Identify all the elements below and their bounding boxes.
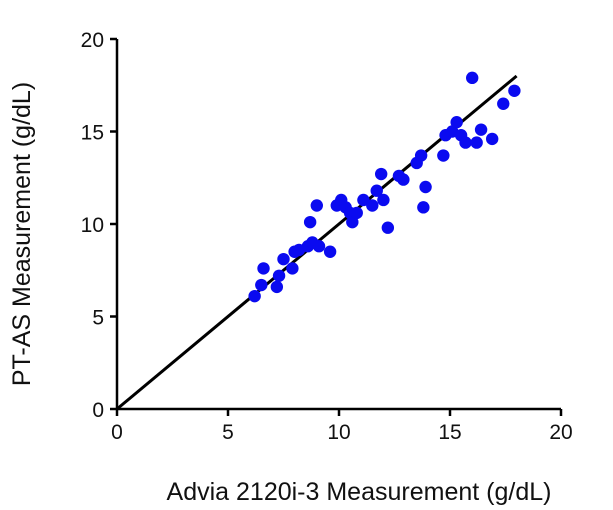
x-axis-ticks: 0 5 10 15 20 bbox=[111, 409, 573, 444]
data-point bbox=[474, 123, 488, 136]
x-tick-label: 5 bbox=[222, 421, 234, 444]
data-point bbox=[366, 199, 379, 212]
y-tick-label: 0 bbox=[92, 399, 104, 422]
y-tick-label: 15 bbox=[81, 122, 104, 145]
y-tick-label: 5 bbox=[92, 307, 104, 330]
data-point bbox=[370, 184, 383, 197]
data-point bbox=[414, 149, 428, 162]
y-axis-ticks: 0 5 10 15 20 bbox=[81, 29, 117, 422]
data-point bbox=[466, 71, 479, 85]
data-point bbox=[312, 240, 326, 253]
data-point bbox=[270, 280, 284, 294]
data-point bbox=[272, 269, 286, 282]
x-tick-label: 15 bbox=[438, 421, 461, 444]
data-point bbox=[419, 180, 432, 194]
plot-area bbox=[116, 71, 521, 411]
x-tick-label: 20 bbox=[549, 421, 572, 444]
data-point bbox=[255, 278, 268, 292]
data-point bbox=[357, 193, 370, 207]
x-axis-title: Advia 2120i-3 Measurement (g/dL) bbox=[167, 478, 552, 506]
data-point bbox=[248, 289, 261, 303]
data-point bbox=[450, 116, 463, 129]
data-point bbox=[323, 245, 337, 258]
data-point bbox=[497, 97, 510, 110]
y-tick-label: 10 bbox=[81, 214, 104, 237]
data-point bbox=[508, 84, 521, 98]
data-point bbox=[437, 149, 450, 162]
y-tick-label: 20 bbox=[81, 29, 104, 52]
data-point bbox=[459, 136, 472, 149]
data-point bbox=[417, 201, 430, 214]
y-axis-title: PT-AS Measurement (g/dL) bbox=[8, 82, 36, 386]
data-point bbox=[350, 206, 363, 220]
data-point bbox=[286, 262, 299, 275]
data-point bbox=[485, 132, 499, 146]
data-point bbox=[303, 215, 317, 229]
x-tick-label: 10 bbox=[327, 421, 350, 444]
x-tick-label: 0 bbox=[111, 421, 123, 444]
data-point bbox=[346, 215, 359, 229]
data-point bbox=[381, 221, 395, 234]
data-point bbox=[257, 262, 270, 275]
data-point bbox=[277, 252, 290, 266]
data-point bbox=[377, 193, 390, 207]
data-point bbox=[470, 136, 483, 149]
data-point bbox=[374, 167, 388, 181]
data-point bbox=[397, 173, 410, 186]
data-point bbox=[310, 199, 323, 212]
